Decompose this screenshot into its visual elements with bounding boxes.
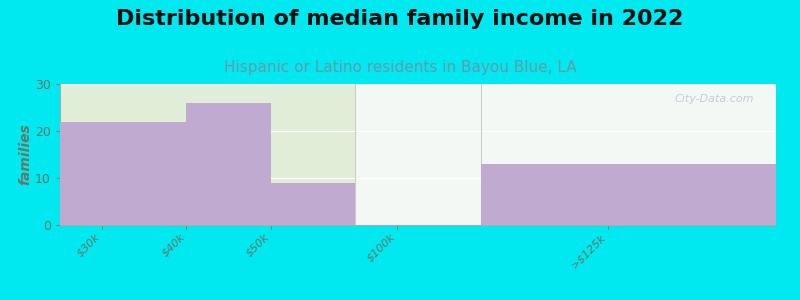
Bar bbox=[355, 84, 776, 225]
Bar bbox=[60, 122, 186, 225]
Text: Distribution of median family income in 2022: Distribution of median family income in … bbox=[116, 9, 684, 29]
Y-axis label: families: families bbox=[18, 124, 32, 185]
Text: City-Data.com: City-Data.com bbox=[675, 94, 754, 104]
Text: Hispanic or Latino residents in Bayou Blue, LA: Hispanic or Latino residents in Bayou Bl… bbox=[224, 60, 576, 75]
Bar bbox=[481, 164, 776, 225]
Bar bbox=[186, 103, 270, 225]
Bar bbox=[270, 183, 355, 225]
